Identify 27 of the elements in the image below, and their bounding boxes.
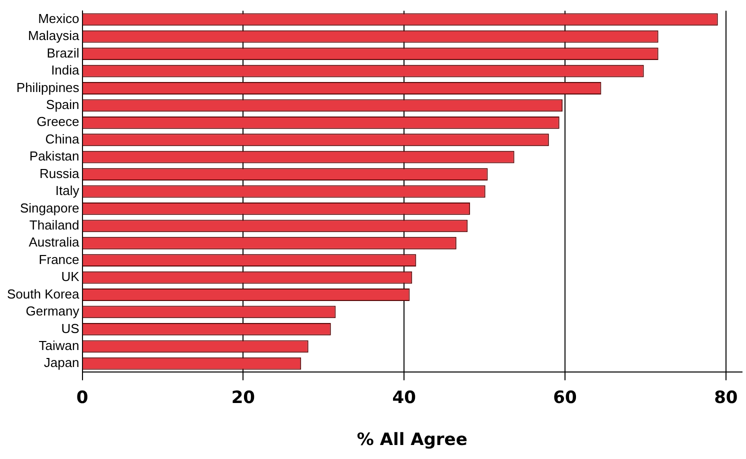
y-tick-label: Malaysia [28,28,80,44]
x-tick-label: 60 [553,388,577,408]
y-tick-label: Germany [26,304,80,319]
x-axis-title: % All Agree [356,430,468,450]
y-tick-label: Japan [44,355,80,370]
y-tick-label: Singapore [20,200,80,216]
x-tick-label: 20 [231,388,256,408]
y-tick-label: Philippines [16,80,80,95]
y-tick-label: Italy [55,183,80,198]
y-tick-label: Australia [28,234,80,250]
y-tick-label: France [38,252,80,267]
y-tick-label: South Korea [6,286,80,302]
y-tick-label: China [45,131,80,146]
x-tick-label: 80 [714,388,738,408]
y-tick-label: India [51,62,80,78]
y-tick-label: Pakistan [29,148,80,164]
y-tick-label: Thailand [29,217,80,232]
y-tick-label: Spain [46,97,80,112]
y-tick-label: UK [61,269,80,284]
y-tick-label: Taiwan [38,338,80,353]
y-tick-label: Greece [36,114,80,130]
y-tick-label: US [61,320,80,336]
y-tick-label: Mexico [38,10,80,26]
y-tick-label: Russia [40,166,80,181]
x-tick-label: 40 [392,388,416,408]
x-tick-label: 0 [76,388,88,408]
y-tick-label: Brazil [46,45,80,60]
